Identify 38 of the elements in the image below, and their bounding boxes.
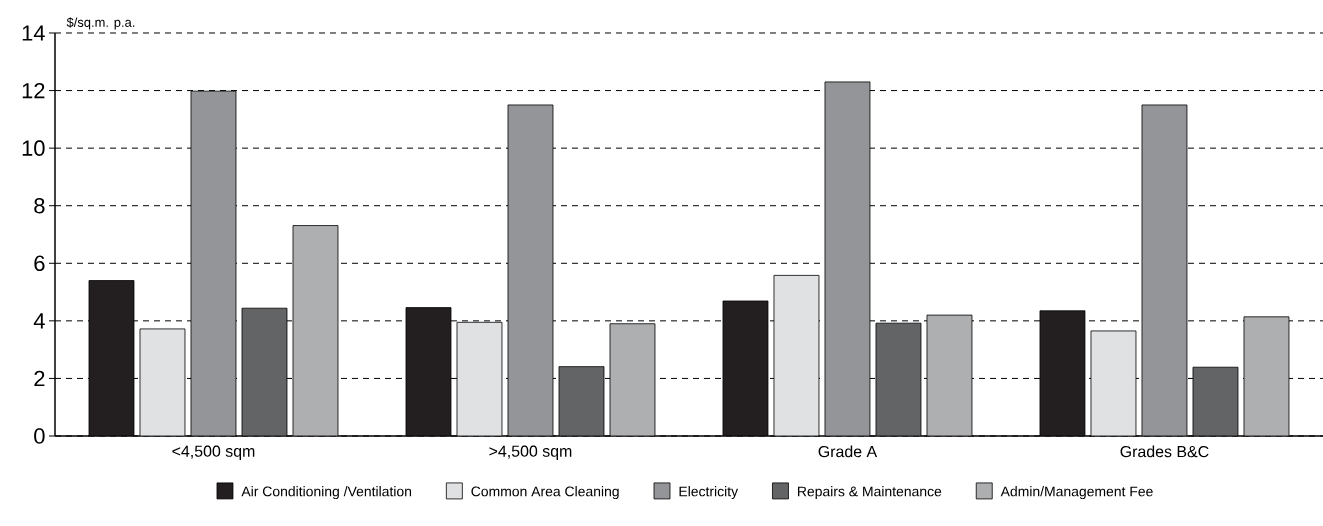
y-tick-label: 8 [34, 197, 45, 214]
bar [722, 300, 769, 436]
y-axis-title: $/sq.m. p.a. [66, 17, 135, 30]
bar [558, 366, 604, 436]
bar [1039, 310, 1086, 436]
bar [1192, 366, 1239, 436]
legend-label: Admin/Management Fee [1000, 486, 1153, 500]
legend-label: Repairs & Maintenance [798, 486, 942, 500]
x-tick-label: >4,500 sqm [489, 445, 572, 460]
bar [773, 274, 820, 436]
bar [139, 328, 186, 436]
bar [609, 323, 655, 436]
y-tick-label: 12 [22, 82, 45, 99]
bar [456, 322, 502, 436]
bar [926, 314, 973, 436]
bar [507, 104, 553, 436]
y-tick-label: 0 [34, 428, 45, 444]
y-tick-label: 2 [34, 370, 45, 387]
bar [88, 280, 135, 436]
bar [1141, 104, 1188, 436]
bar [292, 225, 339, 436]
x-tick-label: Grades B&C [1120, 445, 1209, 458]
y-tick-label: 4 [33, 313, 45, 329]
legend-label: Common Area Cleaning [471, 486, 619, 500]
x-tick-label: <4,500 sqm [172, 445, 255, 460]
bar [824, 81, 871, 436]
bar [405, 307, 451, 436]
legend-label: Electricity [679, 486, 739, 500]
bar [190, 90, 237, 436]
y-tick-label: 6 [34, 255, 45, 272]
bar [875, 322, 922, 436]
bar [241, 307, 288, 436]
legend-label: Air Conditioning /Ventilation [241, 486, 412, 500]
x-tick-label: Grade A [818, 445, 878, 458]
bar [1243, 316, 1290, 436]
y-tick-label: 10 [22, 140, 45, 156]
bar [1090, 330, 1137, 436]
y-tick-label: 14 [22, 25, 45, 41]
